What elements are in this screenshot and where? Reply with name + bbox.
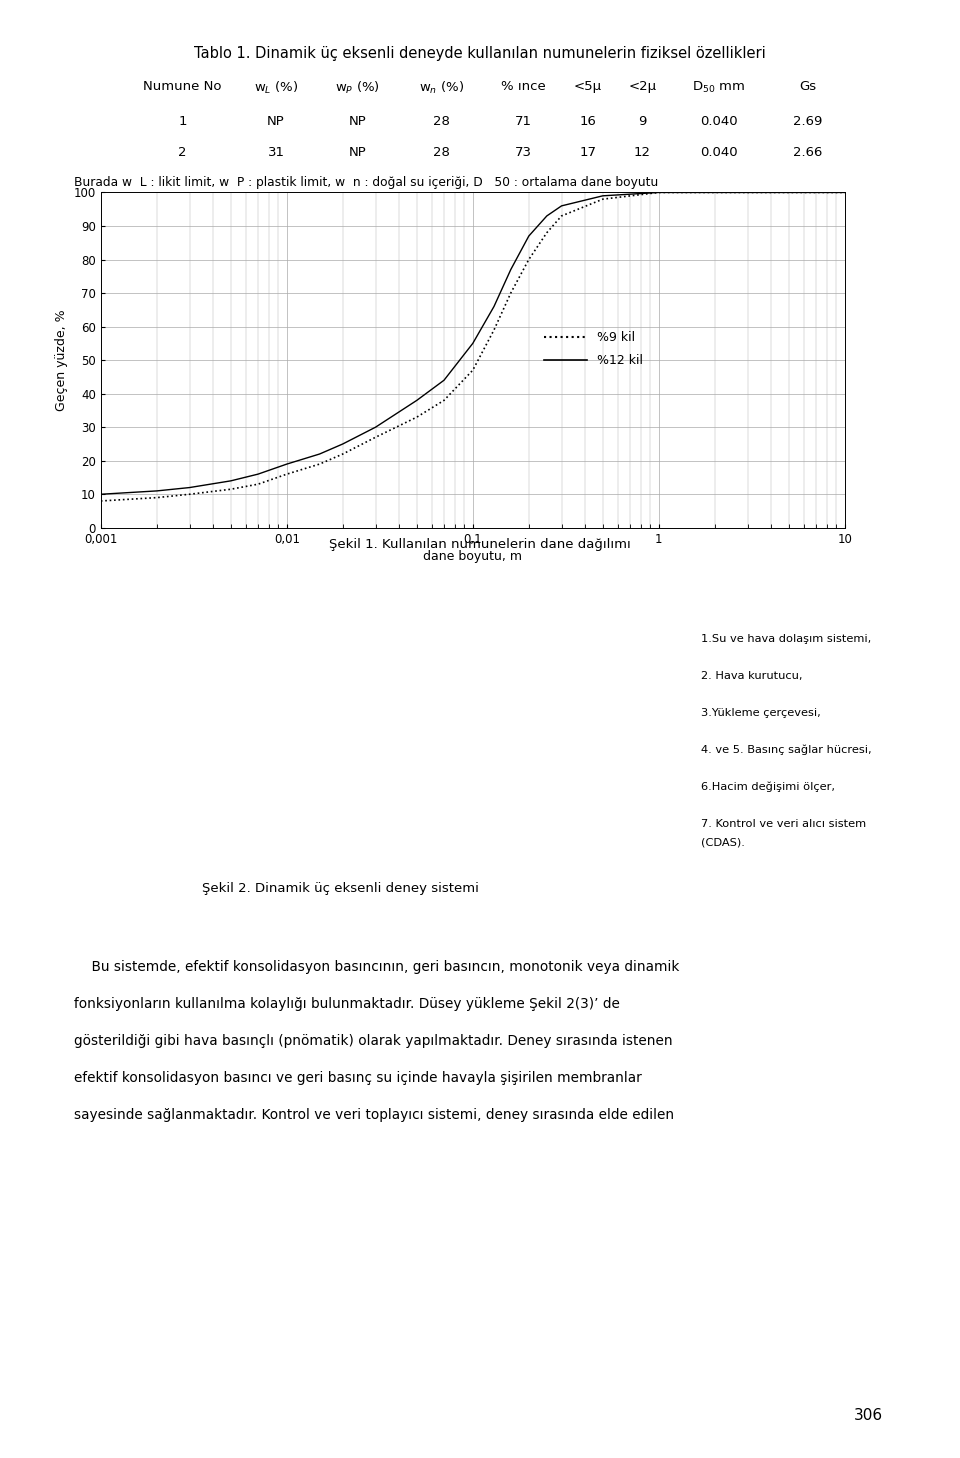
%9 kil bbox=[370, 429, 381, 446]
Text: Gs: Gs bbox=[799, 80, 816, 93]
Text: efektif konsolidasyon basıncı ve geri basınç su içinde havayla şişirilen membran: efektif konsolidasyon basıncı ve geri ba… bbox=[74, 1072, 641, 1085]
Text: gösterildiği gibi hava basınçlı (pnömatik) olarak yapılmaktadır. Deney sırasında: gösterildiği gibi hava basınçlı (pnömati… bbox=[74, 1034, 673, 1048]
Text: 2: 2 bbox=[179, 146, 186, 159]
%12 kil bbox=[839, 184, 851, 201]
%12 kil bbox=[225, 472, 236, 490]
X-axis label: dane boyutu, m: dane boyutu, m bbox=[423, 550, 522, 563]
Text: NP: NP bbox=[348, 146, 367, 159]
%9 kil bbox=[505, 284, 516, 302]
Text: w$_P$ (%): w$_P$ (%) bbox=[335, 80, 380, 96]
Text: 71: 71 bbox=[515, 115, 532, 128]
%12 kil bbox=[783, 184, 795, 201]
Text: 7. Kontrol ve veri alıcı sistem: 7. Kontrol ve veri alıcı sistem bbox=[702, 819, 867, 828]
Text: NP: NP bbox=[267, 115, 285, 128]
Text: 1: 1 bbox=[179, 115, 186, 128]
Text: 31: 31 bbox=[268, 146, 284, 159]
Text: 2.69: 2.69 bbox=[793, 115, 822, 128]
%9 kil bbox=[556, 207, 567, 225]
Text: % ınce: % ınce bbox=[501, 80, 545, 93]
Text: <5μ: <5μ bbox=[574, 80, 602, 93]
Text: 17: 17 bbox=[580, 146, 596, 159]
%9 kil bbox=[337, 445, 348, 462]
Line: %9 kil: %9 kil bbox=[101, 192, 845, 502]
%12 kil bbox=[252, 465, 264, 483]
%9 kil bbox=[281, 465, 293, 483]
%12 kil bbox=[541, 207, 553, 225]
Text: 306: 306 bbox=[854, 1408, 883, 1423]
Text: Bu sistemde, efektif konsolidasyon basıncının, geri basıncın, monotonik veya din: Bu sistemde, efektif konsolidasyon basın… bbox=[74, 959, 680, 974]
%12 kil bbox=[314, 445, 325, 462]
Text: 3.Yükleme çerçevesi,: 3.Yükleme çerçevesi, bbox=[702, 709, 821, 719]
%12 kil bbox=[370, 418, 381, 436]
Text: 73: 73 bbox=[515, 146, 532, 159]
%9 kil bbox=[314, 455, 325, 472]
%12 kil bbox=[709, 184, 721, 201]
%9 kil bbox=[225, 481, 236, 499]
Text: Tablo 1. Dinamik üç eksenli deneyde kullanılan numunelerin fiziksel özellikleri: Tablo 1. Dinamik üç eksenli deneyde kull… bbox=[194, 45, 766, 61]
%9 kil bbox=[95, 493, 107, 510]
Text: fonksiyonların kullanılma kolaylığı bulunmaktadır. Düsey yükleme Şekil 2(3)’ de: fonksiyonların kullanılma kolaylığı bulu… bbox=[74, 997, 620, 1010]
%9 kil bbox=[709, 184, 721, 201]
Text: 2.66: 2.66 bbox=[793, 146, 822, 159]
Text: (CDAS).: (CDAS). bbox=[702, 837, 745, 847]
Line: %12 kil: %12 kil bbox=[101, 192, 845, 494]
Text: w$_n$ (%): w$_n$ (%) bbox=[419, 80, 465, 96]
%9 kil bbox=[489, 321, 500, 338]
%9 kil bbox=[541, 225, 553, 242]
Text: 6.Hacim değişimi ölçer,: 6.Hacim değişimi ölçer, bbox=[702, 781, 835, 792]
Text: Şekil 1. Kullanılan numunelerin dane dağılımı: Şekil 1. Kullanılan numunelerin dane dağ… bbox=[329, 538, 631, 551]
Text: D$_{50}$ mm: D$_{50}$ mm bbox=[692, 80, 746, 95]
%12 kil bbox=[183, 478, 195, 496]
Text: NP: NP bbox=[348, 115, 367, 128]
%12 kil bbox=[505, 261, 516, 278]
%9 kil bbox=[151, 488, 162, 506]
Text: 16: 16 bbox=[580, 115, 596, 128]
Text: w$_L$ (%): w$_L$ (%) bbox=[253, 80, 299, 96]
Text: Burada w  L : likit limit, w  P : plastik limit, w  n : doğal su içeriği, D   50: Burada w L : likit limit, w P : plastik … bbox=[74, 176, 659, 190]
Text: 28: 28 bbox=[433, 115, 450, 128]
%12 kil bbox=[337, 434, 348, 452]
%9 kil bbox=[783, 184, 795, 201]
%12 kil bbox=[653, 184, 664, 201]
%9 kil bbox=[438, 392, 449, 410]
%12 kil bbox=[438, 372, 449, 389]
%12 kil bbox=[597, 187, 609, 204]
%9 kil bbox=[839, 184, 851, 201]
Text: 0.040: 0.040 bbox=[700, 115, 738, 128]
Text: sayesinde sağlanmaktadır. Kontrol ve veri toplayıcı sistemi, deney sırasında eld: sayesinde sağlanmaktadır. Kontrol ve ver… bbox=[74, 1108, 674, 1123]
%9 kil bbox=[467, 362, 478, 379]
%9 kil bbox=[252, 475, 264, 493]
%12 kil bbox=[523, 227, 535, 245]
%9 kil bbox=[653, 184, 664, 201]
Text: 0.040: 0.040 bbox=[700, 146, 738, 159]
Text: 12: 12 bbox=[634, 146, 651, 159]
%12 kil bbox=[556, 197, 567, 214]
%12 kil bbox=[411, 392, 422, 410]
Legend: %9 kil, %12 kil: %9 kil, %12 kil bbox=[539, 327, 648, 372]
Y-axis label: Geçen yüzde, %: Geçen yüzde, % bbox=[55, 309, 68, 411]
%12 kil bbox=[95, 486, 107, 503]
Text: <2μ: <2μ bbox=[628, 80, 657, 93]
Text: 2. Hava kurutucu,: 2. Hava kurutucu, bbox=[702, 671, 803, 681]
Text: 9: 9 bbox=[638, 115, 646, 128]
%12 kil bbox=[467, 335, 478, 353]
%9 kil bbox=[183, 486, 195, 503]
%12 kil bbox=[151, 483, 162, 500]
%12 kil bbox=[489, 297, 500, 315]
Text: 1.Su ve hava dolaşım sistemi,: 1.Su ve hava dolaşım sistemi, bbox=[702, 634, 872, 644]
Text: 4. ve 5. Basınç sağlar hücresi,: 4. ve 5. Basınç sağlar hücresi, bbox=[702, 745, 872, 755]
%9 kil bbox=[597, 191, 609, 208]
%9 kil bbox=[523, 251, 535, 268]
Text: Şekil 2. Dinamik üç eksenli deney sistemi: Şekil 2. Dinamik üç eksenli deney sistem… bbox=[203, 882, 479, 895]
%9 kil bbox=[411, 408, 422, 426]
Text: 28: 28 bbox=[433, 146, 450, 159]
Text: Numune No: Numune No bbox=[143, 80, 222, 93]
%12 kil bbox=[281, 455, 293, 472]
